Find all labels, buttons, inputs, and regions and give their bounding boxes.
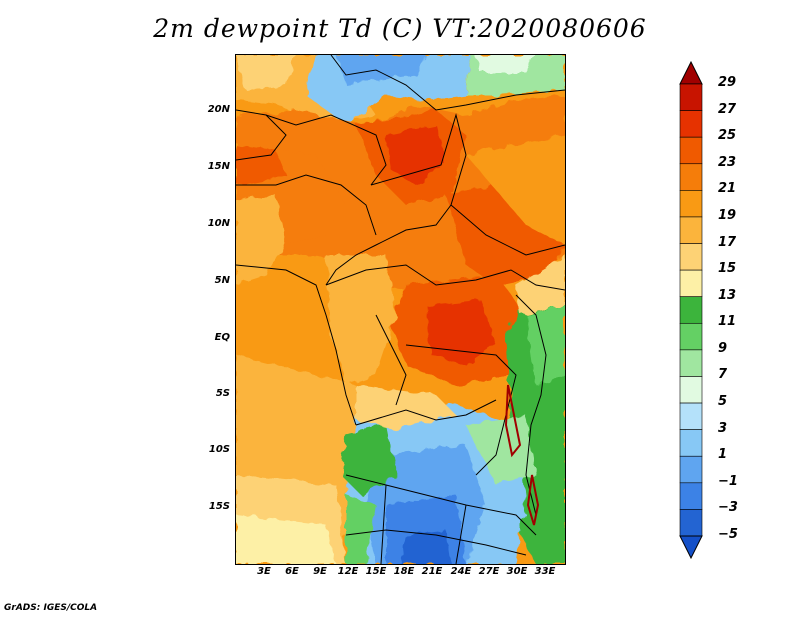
colorbar <box>672 60 712 560</box>
lat-label: EQ <box>214 332 230 343</box>
colorbar-box <box>679 163 703 191</box>
lon-label: 12E <box>337 566 359 577</box>
colorbar-box <box>679 322 703 351</box>
colorbar-label: −1 <box>718 473 738 489</box>
colorbar-label: 1 <box>718 447 728 463</box>
lon-label: 18E <box>393 566 415 577</box>
footer-credit: GrADS: IGES/COLA <box>4 603 98 613</box>
colorbar-box <box>679 190 703 218</box>
lon-label: 24E <box>450 566 472 577</box>
dewpoint-map <box>235 54 566 565</box>
colorbar-box <box>679 83 703 111</box>
colorbar-box <box>679 402 703 430</box>
colorbar-box <box>679 455 703 484</box>
colorbar-box <box>679 349 703 377</box>
lon-label: 3E <box>257 566 271 577</box>
colorbar-label: 7 <box>718 367 728 383</box>
colorbar-label: 11 <box>718 314 737 330</box>
colorbar-top-triangle <box>679 60 703 85</box>
colorbar-box <box>679 136 703 165</box>
colorbar-label: 13 <box>718 287 737 303</box>
lat-label: 20N <box>207 104 230 115</box>
colorbar-label: 9 <box>718 340 728 356</box>
lon-label: 30E <box>506 566 528 577</box>
lon-label: 6E <box>285 566 299 577</box>
colorbar-label: 21 <box>718 181 737 197</box>
colorbar-label: −5 <box>718 527 738 542</box>
colorbar-label: 19 <box>718 207 737 223</box>
lake-tanganyika <box>504 384 522 458</box>
colorbar-box <box>679 110 703 138</box>
lon-label: 15E <box>365 566 387 577</box>
colorbar-box <box>679 269 703 298</box>
lat-label: 5S <box>215 388 230 399</box>
colorbar-label: 25 <box>718 128 737 144</box>
colorbar-label: 27 <box>718 101 737 117</box>
colorbar-label: 23 <box>718 154 737 170</box>
colorbar-label: 17 <box>718 234 737 250</box>
colorbar-label: −3 <box>718 500 738 516</box>
colorbar-box <box>679 482 703 510</box>
colorbar-box <box>679 216 703 244</box>
colorbar-bottom-triangle <box>679 535 703 560</box>
lon-label: 27E <box>478 566 500 577</box>
lat-label: 15N <box>207 161 230 172</box>
lon-label: 9E <box>313 566 327 577</box>
field-shading <box>236 55 565 564</box>
map-title: 2m dewpoint Td (C) VT:2020080606 <box>153 14 647 43</box>
colorbar-box <box>679 296 703 324</box>
colorbar-box <box>679 243 703 271</box>
lat-label: 10S <box>208 444 230 455</box>
lake-malawi <box>526 474 540 526</box>
map-field-svg <box>236 55 565 564</box>
lat-label: 10N <box>207 218 230 229</box>
colorbar-box <box>679 509 703 537</box>
colorbar-label: 5 <box>718 394 728 410</box>
colorbar-svg <box>679 60 703 560</box>
lon-label: 33E <box>534 566 556 577</box>
lat-label: 15S <box>208 501 230 512</box>
colorbar-box <box>679 429 703 457</box>
colorbar-label: 15 <box>718 261 737 277</box>
colorbar-label: 29 <box>718 75 737 90</box>
colorbar-label: 3 <box>718 420 728 436</box>
lon-label: 21E <box>421 566 443 577</box>
lat-label: 5N <box>214 275 230 286</box>
colorbar-box <box>679 376 703 404</box>
country-borders <box>236 55 565 564</box>
